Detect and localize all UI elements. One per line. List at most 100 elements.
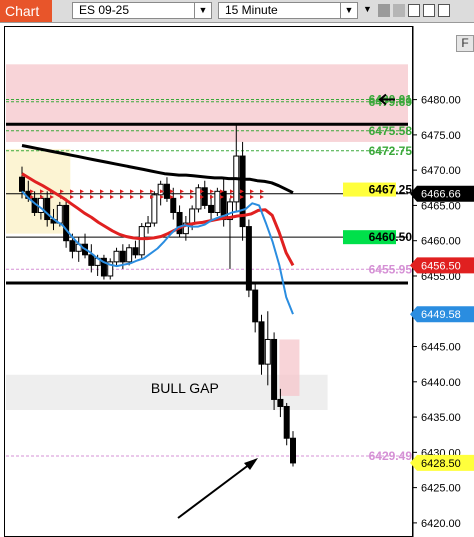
window-restore-icon[interactable] (423, 4, 435, 17)
arrow-marker-0-11 (140, 189, 144, 194)
annotation-0: BULL GAP (151, 380, 219, 396)
candle-body-19 (138, 226, 145, 256)
chart-level-labels: 6480.016479.696475.586472.756467.256460.… (343, 93, 474, 471)
chart-toolbar: Chart ES 09-25 ▼ 15 Minute ▼ ▼ (0, 0, 474, 23)
toolbar-menu-chevron-icon[interactable]: ▼ (363, 4, 372, 14)
y-tick-label-11: 6475.00 (421, 130, 461, 142)
arrow-marker-0-9 (120, 189, 124, 194)
candle-body-11 (88, 254, 95, 266)
arrow-marker-1-5 (80, 194, 84, 199)
level-label-3: 6472.75 (369, 144, 413, 158)
instrument-selector[interactable]: ES 09-25 ▼ (72, 2, 212, 19)
y-tick-label-9: 6465.00 (421, 200, 461, 212)
arrow-marker-0-3 (60, 189, 64, 194)
price-badge-label-1: 6456.50 (421, 260, 461, 272)
arrow-marker-0-1 (40, 189, 44, 194)
candle-body-13 (100, 257, 107, 277)
candle-body-37 (252, 289, 259, 323)
candle-body-15 (113, 250, 120, 263)
level-label-4: 6467.25 (369, 183, 413, 197)
y-tick-label-0: 6420.00 (421, 518, 461, 530)
level-label-7: 6429.49 (369, 449, 413, 463)
chart-annotations: BULL GAP (151, 93, 395, 519)
arrow-marker-1-12 (150, 194, 154, 199)
arrow-marker-1-9 (120, 194, 124, 199)
y-tick-label-12: 6480.00 (421, 95, 461, 107)
chart-series (21, 144, 295, 315)
y-tick-label-10: 6470.00 (421, 165, 461, 177)
arrow-marker-1-6 (90, 194, 94, 199)
arrow-marker-0-19 (220, 189, 224, 194)
candle-body-42 (283, 405, 290, 439)
arrow-marker-1-20 (230, 194, 234, 199)
price-badge-label-2: 6449.58 (421, 309, 461, 321)
arrow-marker-0-23 (260, 189, 264, 194)
arrow-marker-0-0 (30, 189, 34, 194)
price-badge-1 (410, 257, 474, 274)
candle-body-40 (271, 338, 278, 400)
arrow-marker-1-8 (110, 194, 114, 199)
candle-body-20 (145, 222, 152, 228)
annotation-arrow-head (244, 458, 258, 470)
arrow-marker-1-0 (30, 194, 34, 199)
arrow-marker-1-16 (190, 194, 194, 199)
arrow-marker-0-21 (240, 189, 244, 194)
series-line-0 (21, 144, 294, 195)
y-tick-label-3: 6435.00 (421, 412, 461, 424)
template-icon[interactable] (393, 4, 405, 17)
candle-body-39 (264, 338, 271, 365)
arrow-marker-0-17 (200, 189, 204, 194)
level-label-bg-4 (343, 182, 396, 197)
level-label-6: 6455.95 (369, 262, 413, 276)
arrow-marker-1-1 (40, 194, 44, 199)
window-close-icon[interactable] (438, 4, 450, 17)
arrow-marker-0-5 (80, 189, 84, 194)
price-chart[interactable]: 6420.006425.006430.006435.006440.006445.… (0, 22, 474, 537)
y-tick-label-7: 6455.00 (421, 271, 461, 283)
timeframe-value: 15 Minute (225, 3, 278, 17)
arrow-marker-1-4 (70, 194, 74, 199)
zone-3 (279, 339, 300, 396)
candle-body-30 (208, 204, 215, 213)
arrow-marker-0-14 (170, 189, 174, 194)
candle-body-24 (170, 197, 177, 213)
arrow-marker-0-18 (210, 189, 214, 194)
price-badge-label-0: 6466.66 (421, 189, 461, 201)
arrow-marker-0-6 (90, 189, 94, 194)
candle-body-23 (163, 183, 170, 199)
arrow-marker-0-13 (160, 189, 164, 194)
level-label-1: 6479.69 (369, 95, 413, 109)
arrow-marker-0-2 (50, 189, 54, 194)
chart-tab[interactable]: Chart (0, 0, 52, 22)
instrument-dropdown-chevron-icon[interactable]: ▼ (194, 3, 211, 18)
price-badge-label-3: 6428.50 (421, 458, 461, 470)
zone-0 (6, 64, 408, 142)
arrow-marker-1-23 (260, 194, 264, 199)
candle-body-43 (290, 437, 296, 464)
arrow-marker-1-17 (200, 194, 204, 199)
timeframe-dropdown-chevron-icon[interactable]: ▼ (340, 3, 357, 18)
arrow-marker-1-7 (100, 194, 104, 199)
y-tick-label-4: 6440.00 (421, 377, 461, 389)
instrument-value: ES 09-25 (79, 3, 130, 17)
price-badge-0 (410, 185, 474, 202)
candle-body-38 (258, 321, 265, 365)
bar-style-icon[interactable] (378, 4, 390, 17)
price-badge-3 (410, 454, 474, 471)
arrow-marker-1-3 (60, 194, 64, 199)
candle-body-21 (151, 194, 158, 224)
timeframe-selector[interactable]: 15 Minute ▼ (218, 2, 358, 19)
chart-arrow-markers (30, 189, 264, 199)
window-minimize-icon[interactable] (408, 4, 420, 17)
arrow-marker-0-10 (130, 189, 134, 194)
panel-menu-button[interactable]: F (456, 35, 474, 52)
arrow-marker-1-10 (130, 194, 134, 199)
candle-body-18 (132, 247, 139, 256)
level-label-5: 6460.50 (369, 230, 413, 244)
candle-body-22 (157, 183, 164, 196)
arrow-marker-0-7 (100, 189, 104, 194)
y-tick-label-8: 6460.00 (421, 236, 461, 248)
chart-horizontal-lines (6, 99, 408, 457)
candle-body-16 (119, 250, 126, 263)
candle-body-41 (277, 398, 284, 407)
